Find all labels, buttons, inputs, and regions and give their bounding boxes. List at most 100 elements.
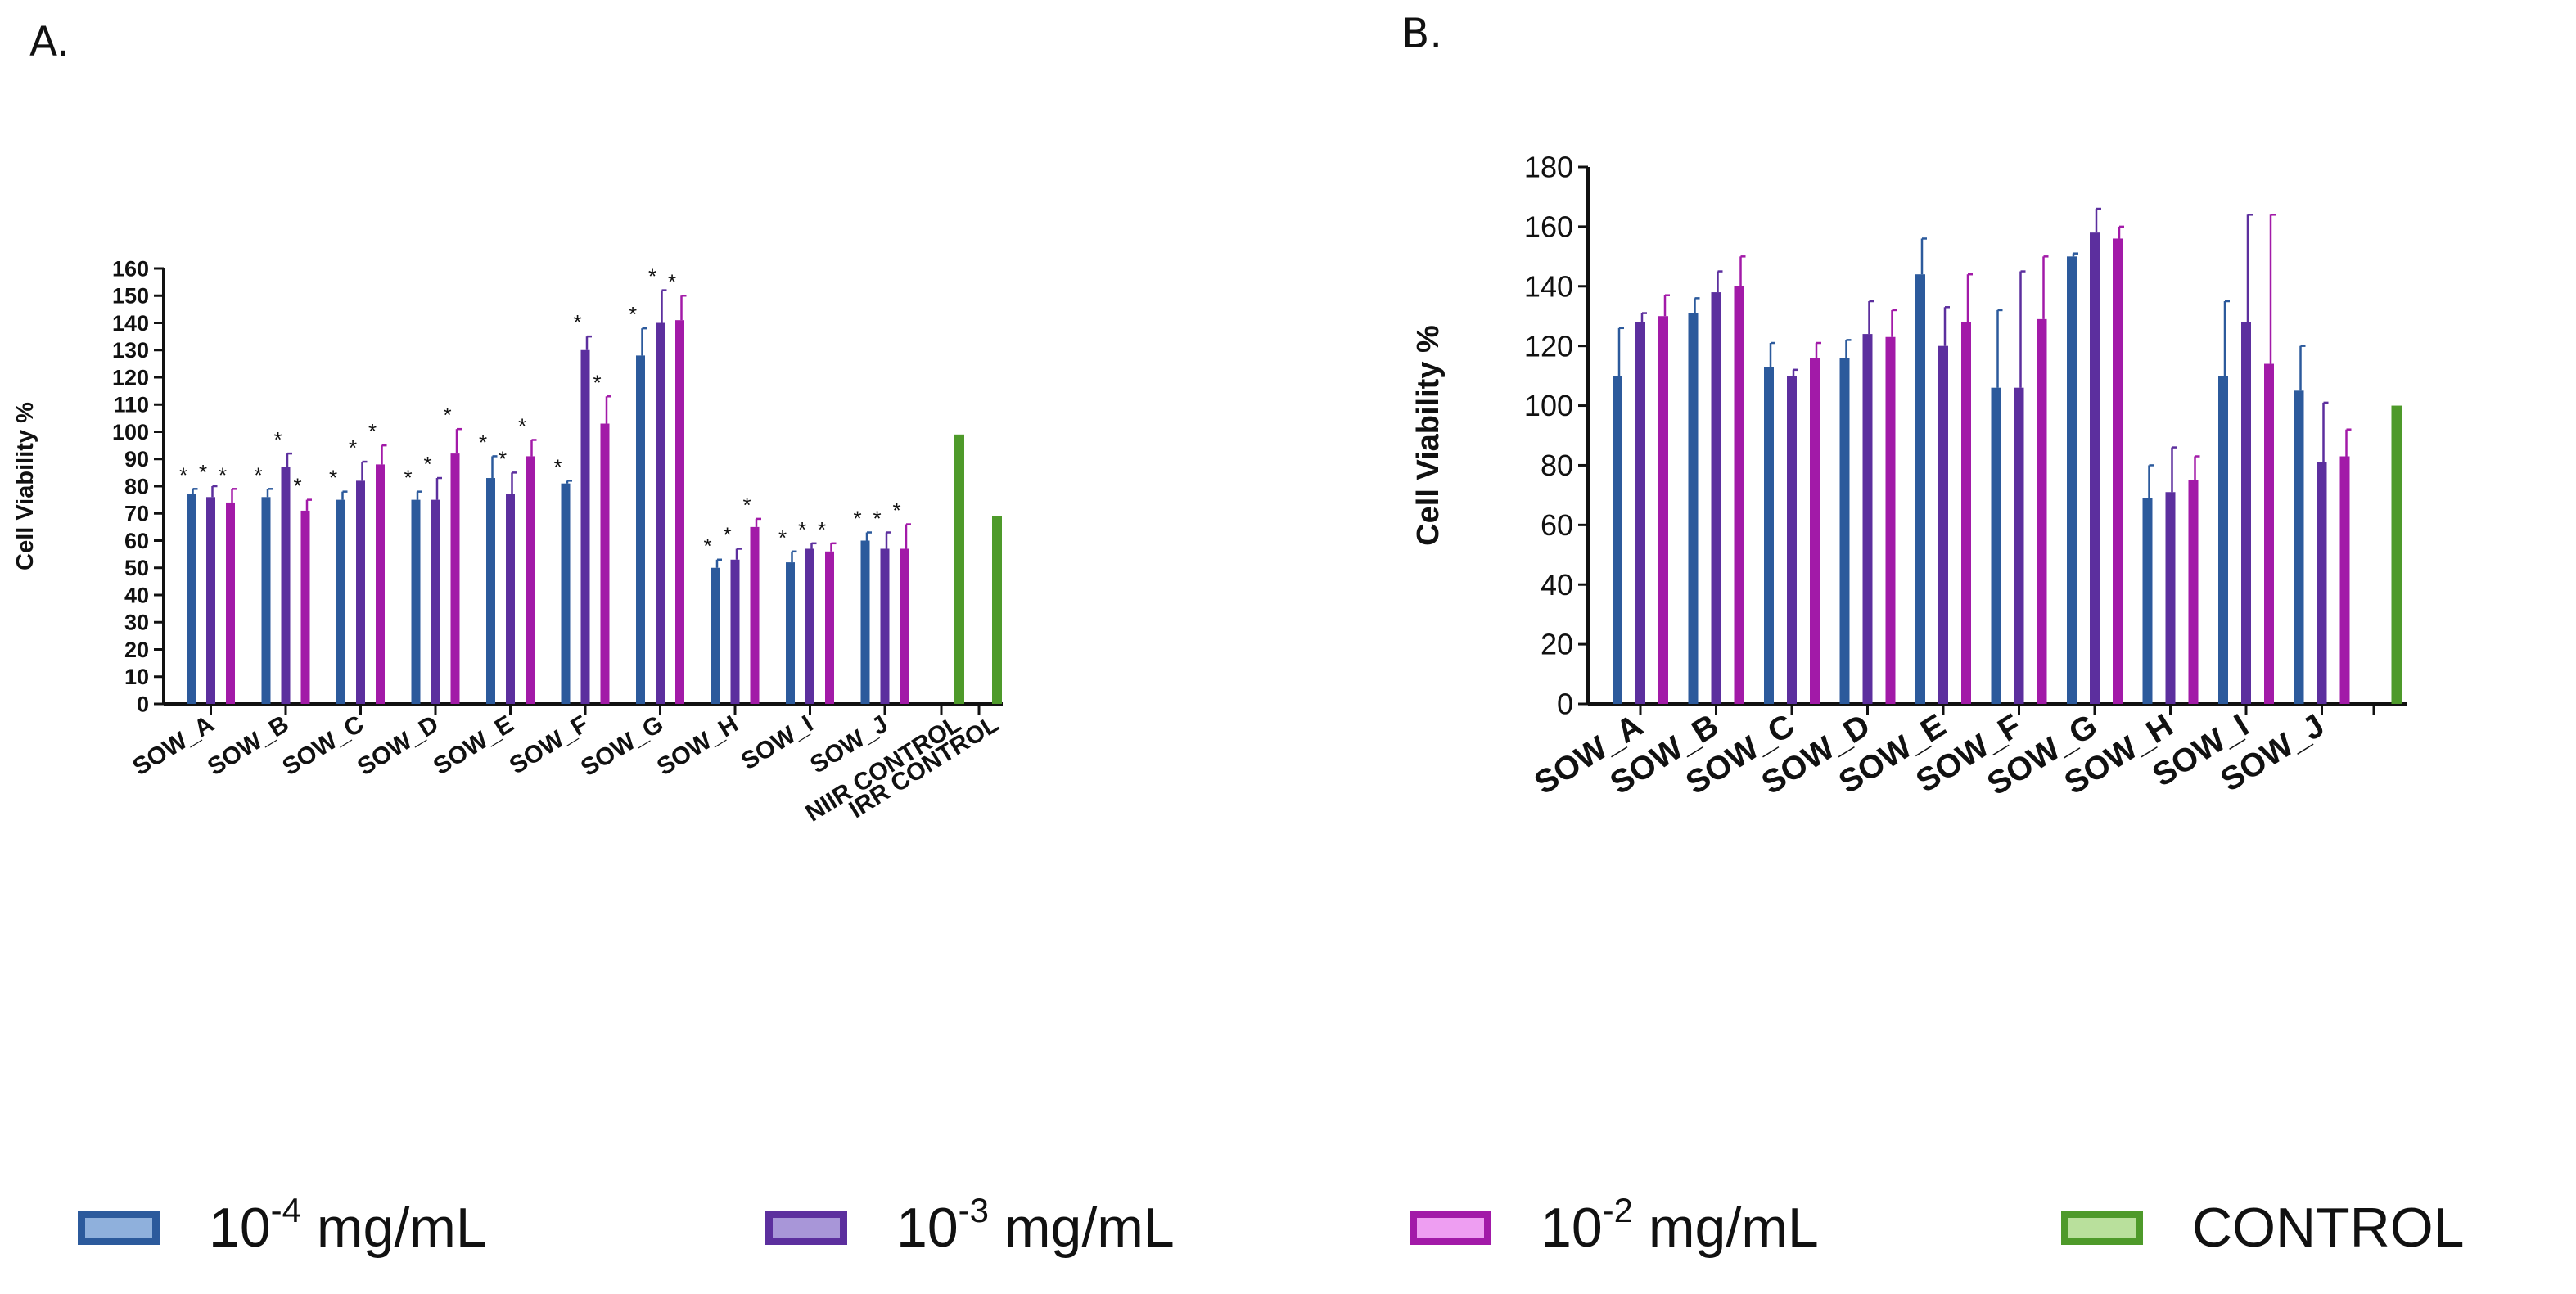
chart-a-bar <box>825 551 834 704</box>
chart-a-bar <box>431 499 440 704</box>
chart-b-bar <box>2241 322 2251 704</box>
chart-b-bar <box>2165 492 2176 704</box>
chart-a-significance-marker: * <box>553 454 562 479</box>
chart-a-significance-marker: * <box>219 462 227 487</box>
chart-b-y-tick-label: 0 <box>1557 688 1573 721</box>
chart-a-significance-marker: * <box>798 517 806 542</box>
chart-b-bar <box>2037 318 2047 704</box>
chart-a-control-bar <box>992 516 1002 704</box>
chart-a-significance-marker: * <box>329 466 337 490</box>
chart-b-bar <box>2113 238 2123 704</box>
chart-b-bar <box>2090 232 2100 705</box>
chart-a-y-tick-label: 50 <box>124 556 149 580</box>
chart-b-bar <box>2067 256 2077 704</box>
chart-b-bar <box>2264 363 2274 704</box>
chart-a-bar <box>300 510 310 704</box>
chart-a-bar <box>580 349 590 704</box>
chart-a-bar <box>600 423 610 704</box>
chart-b-bar <box>1938 345 1948 704</box>
chart-b-bar <box>1862 334 1873 704</box>
chart-b-y-tick-label: 20 <box>1541 628 1573 661</box>
legend-swatch-4 <box>2061 1211 2143 1245</box>
chart-a-significance-marker: * <box>349 435 357 460</box>
chart-a-significance-marker: * <box>873 507 881 531</box>
chart-a-bar <box>206 497 215 704</box>
chart-a-y-tick-label: 100 <box>112 420 149 444</box>
chart-a-significance-marker: * <box>404 466 412 490</box>
chart-a-bar <box>900 548 909 704</box>
chart-a-significance-marker: * <box>179 462 187 487</box>
chart-a-significance-marker: * <box>293 474 301 498</box>
chart-a-y-tick-label: 80 <box>124 474 149 498</box>
legend-item-3: 10-2 mg/mL <box>1410 1187 1819 1269</box>
chart-a-y-tick-label: 0 <box>137 692 149 716</box>
chart-b-bar <box>1613 376 1622 704</box>
chart-b-y-tick-label: 180 <box>1524 151 1573 184</box>
legend-swatch-3 <box>1410 1211 1491 1245</box>
chart-a-bar <box>450 453 460 704</box>
chart-a-significance-marker: * <box>273 427 282 452</box>
legend-swatch-1 <box>78 1211 160 1245</box>
chart-a-bar <box>336 499 345 704</box>
chart-a-significance-marker: * <box>199 460 207 485</box>
chart-b-control-bar <box>2391 405 2402 704</box>
chart-a-y-tick-label: 90 <box>124 447 149 471</box>
chart-b-bar <box>1658 316 1668 704</box>
chart-b-y-tick-label: 140 <box>1524 269 1573 303</box>
chart-b-bar <box>1839 358 1850 704</box>
chart-a-significance-marker: * <box>648 264 656 289</box>
chart-a-y-tick-label: 130 <box>112 338 149 363</box>
chart-a-significance-marker: * <box>499 446 507 471</box>
chart-b-bar <box>1787 376 1797 704</box>
chart-a-bar <box>486 478 495 704</box>
chart-a-bar <box>860 540 870 704</box>
chart-b-bar <box>2014 387 2024 704</box>
chart-b-bar <box>1635 322 1645 704</box>
chart-a-bar <box>281 467 291 704</box>
chart-a-y-tick-label: 30 <box>124 611 149 635</box>
chart-b-bar <box>1915 274 1925 704</box>
chart-b-y-axis-title: Cell Viability % <box>1411 325 1446 546</box>
chart-b-bar <box>1688 313 1699 704</box>
chart-a-y-tick-label: 160 <box>112 256 149 281</box>
chart-a-significance-marker: * <box>479 430 487 454</box>
chart-b-bar <box>2294 390 2304 704</box>
chart-a-significance-marker: * <box>518 413 526 438</box>
chart-a-bar <box>786 562 795 704</box>
chart-a-significance-marker: * <box>778 525 787 550</box>
chart-a-control-bar <box>954 434 964 704</box>
chart-a-significance-marker: * <box>254 462 262 487</box>
chart-a-y-axis-title: Cell Viability % <box>12 402 38 570</box>
chart-a-bar <box>805 548 814 704</box>
chart-a-bar <box>526 456 535 704</box>
chart-a-bar <box>376 464 385 704</box>
chart-a-significance-marker: * <box>368 419 377 444</box>
legend-label-3: 10-2 mg/mL <box>1541 1191 1819 1259</box>
chart-b-bar <box>1734 286 1744 704</box>
legend-label-2: 10-3 mg/mL <box>896 1191 1175 1259</box>
chart-a-significance-marker: * <box>668 269 676 294</box>
chart-a-y-tick-label: 150 <box>112 284 149 309</box>
chart-b-bar <box>1810 358 1820 704</box>
chart-b-bar <box>1991 387 2001 704</box>
legend: 10-4 mg/mL 10-3 mg/mL 10-2 mg/mL CONTROL <box>0 1187 2576 1285</box>
chart-b-y-tick-label: 160 <box>1524 210 1573 243</box>
chart-a-bar <box>561 483 571 704</box>
chart-a-y-tick-label: 40 <box>124 583 149 607</box>
chart-b-bar <box>2218 376 2228 704</box>
panel-b-label: B. <box>1401 10 1443 57</box>
chart-a-bar <box>711 567 720 704</box>
legend-item-2: 10-3 mg/mL <box>765 1187 1175 1269</box>
chart-b-bar <box>2142 498 2153 704</box>
chart-a-significance-marker: * <box>892 498 900 523</box>
chart-a-significance-marker: * <box>853 507 861 531</box>
legend-item-1: 10-4 mg/mL <box>78 1187 487 1269</box>
legend-label-4: CONTROL <box>2192 1197 2465 1259</box>
chart-a-bar <box>656 322 665 704</box>
chart-b-y-tick-label: 80 <box>1541 449 1573 482</box>
legend-item-4: CONTROL <box>2061 1187 2464 1269</box>
chart-b-bar <box>2188 480 2199 704</box>
chart-a-y-tick-label: 70 <box>124 502 149 526</box>
chart-b-bar <box>1764 367 1774 704</box>
